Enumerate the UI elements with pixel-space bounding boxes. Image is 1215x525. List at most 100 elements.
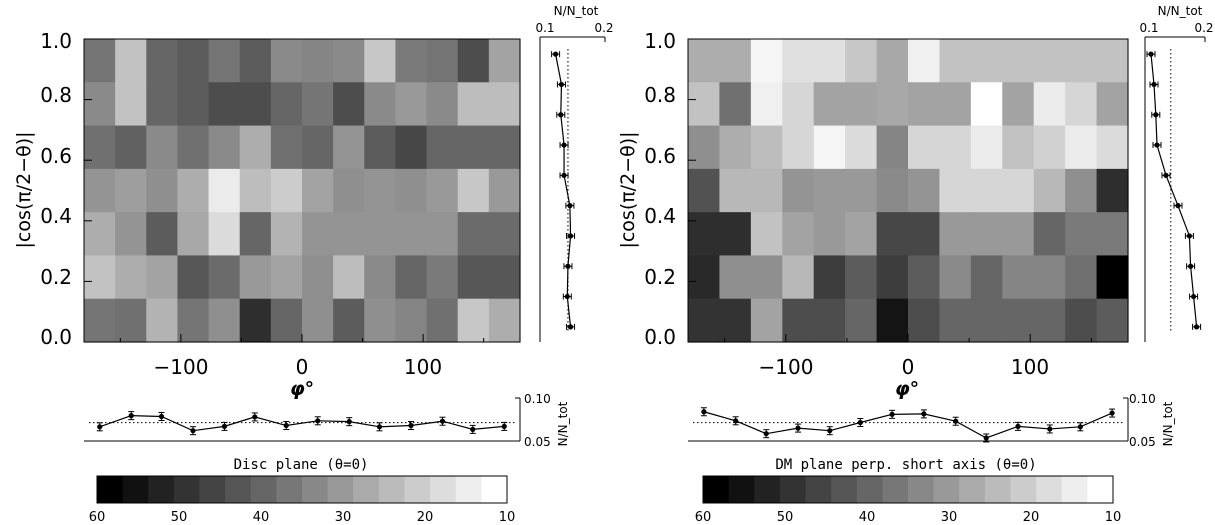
heatmap-cell bbox=[177, 298, 210, 343]
bottom-panel-point bbox=[346, 419, 352, 425]
heatmap-cell bbox=[1065, 255, 1098, 300]
heatmap-cell bbox=[270, 298, 303, 343]
heatmap-cell bbox=[488, 39, 521, 83]
heatmap-cell bbox=[302, 39, 334, 83]
heatmap-cell bbox=[270, 255, 303, 300]
right-ytick-label: 0.0 bbox=[644, 325, 676, 349]
heatmap-cell bbox=[970, 125, 1003, 170]
heatmap-cell bbox=[115, 255, 147, 300]
heatmap-cell bbox=[115, 39, 147, 83]
heatmap-cell bbox=[115, 212, 147, 257]
colorbar-swatch bbox=[933, 476, 960, 503]
heatmap-cell bbox=[208, 82, 241, 127]
right-colorbar-tick: 10 bbox=[1105, 510, 1122, 525]
right-panel-point bbox=[1175, 203, 1181, 209]
heatmap-cell bbox=[364, 255, 397, 300]
heatmap-cell bbox=[1033, 168, 1066, 213]
right-colorbar-frame bbox=[702, 475, 1114, 504]
colorbar-swatch bbox=[1061, 476, 1088, 503]
heatmap-cell bbox=[845, 125, 878, 170]
heatmap-cell bbox=[970, 298, 1003, 343]
heatmap-cell bbox=[782, 255, 815, 300]
heatmap-cell bbox=[876, 298, 909, 343]
heatmap-cell bbox=[750, 298, 783, 343]
heatmap-cell bbox=[426, 298, 459, 343]
heatmap-cell bbox=[908, 125, 941, 170]
left-bottom-panel-ytick: 0.10 bbox=[524, 392, 551, 406]
right-colorbar-tick: 30 bbox=[941, 510, 958, 525]
heatmap-cell bbox=[876, 82, 909, 127]
left-right-panel bbox=[539, 36, 606, 342]
heatmap-cell bbox=[1002, 168, 1035, 213]
heatmap-cell bbox=[908, 82, 941, 127]
heatmap-cell bbox=[177, 255, 210, 300]
heatmap-cell bbox=[426, 168, 459, 213]
right-panel-point bbox=[1153, 112, 1159, 118]
right-heatmap-ticks bbox=[688, 38, 1092, 343]
heatmap-cell bbox=[395, 212, 428, 257]
heatmap-cell bbox=[750, 82, 783, 127]
heatmap-cell bbox=[1065, 168, 1098, 213]
colorbar-swatch bbox=[173, 476, 201, 503]
heatmap-cell bbox=[488, 168, 521, 213]
heatmap-cell bbox=[1033, 39, 1066, 83]
left-xtick-label: 100 bbox=[404, 355, 442, 379]
right-ytick-label: 1.0 bbox=[644, 29, 676, 53]
left-heatmap bbox=[84, 39, 521, 343]
bottom-panel-point bbox=[1109, 410, 1115, 416]
colorbar-swatch bbox=[378, 476, 406, 503]
colorbar-swatch bbox=[1010, 476, 1037, 503]
heatmap-cell bbox=[457, 255, 490, 300]
heatmap-cell bbox=[364, 39, 397, 83]
bottom-panel-line bbox=[99, 415, 505, 432]
heatmap-cell bbox=[426, 39, 459, 83]
heatmap-cell bbox=[845, 82, 878, 127]
heatmap-cell bbox=[1033, 298, 1066, 343]
colorbar-swatch bbox=[353, 476, 380, 503]
left-colorbar-tick: 30 bbox=[335, 510, 352, 525]
heatmap-cell bbox=[395, 168, 428, 213]
heatmap-cell bbox=[876, 39, 909, 83]
heatmap-cell bbox=[177, 82, 210, 127]
right-bottom-panel bbox=[688, 397, 1129, 443]
heatmap-cell bbox=[364, 82, 397, 127]
bottom-panel-point bbox=[1077, 424, 1083, 430]
heatmap-cell bbox=[146, 255, 179, 300]
heatmap-cell bbox=[115, 298, 147, 343]
bottom-panel-point bbox=[408, 422, 414, 429]
heatmap-cell bbox=[750, 212, 783, 257]
heatmap-cell bbox=[970, 168, 1003, 213]
heatmap-cell bbox=[750, 168, 783, 213]
right-ytick-label: 0.4 bbox=[644, 204, 676, 228]
colorbar-swatch bbox=[779, 476, 807, 503]
heatmap-cell bbox=[457, 168, 490, 213]
heatmap-cell bbox=[426, 125, 459, 170]
left-ytick-label: 1.0 bbox=[40, 29, 72, 53]
heatmap-cell bbox=[84, 168, 116, 213]
heatmap-cell bbox=[1096, 255, 1129, 300]
heatmap-cell bbox=[688, 298, 721, 343]
bottom-panel-point bbox=[763, 431, 769, 437]
right-xtick-label: 0 bbox=[902, 355, 915, 379]
right-bottom-panel-ytick: 0.10 bbox=[1129, 392, 1156, 406]
heatmap-cell bbox=[939, 255, 972, 300]
bottom-panel-point bbox=[252, 414, 258, 420]
bottom-panel-point bbox=[983, 435, 989, 441]
heatmap-cell bbox=[177, 39, 210, 83]
left-colorbar-frame bbox=[96, 475, 508, 504]
heatmap-cell bbox=[333, 298, 365, 343]
heatmap-cell bbox=[457, 82, 490, 127]
heatmap-cell bbox=[908, 39, 941, 83]
heatmap-cell bbox=[939, 212, 972, 257]
heatmap-cell bbox=[239, 39, 272, 83]
heatmap-cell bbox=[876, 255, 909, 300]
left-title: Disc plane (θ=0) bbox=[234, 457, 369, 473]
right-right-panel-xtick: 0.2 bbox=[1194, 21, 1213, 35]
right-colorbar-tick: 40 bbox=[859, 510, 876, 525]
heatmap-cell bbox=[395, 39, 428, 83]
bottom-panel-point bbox=[795, 425, 801, 431]
right-panel-point bbox=[565, 263, 571, 269]
heatmap-cell bbox=[208, 255, 241, 300]
heatmap-cell bbox=[208, 39, 241, 83]
heatmap-cell bbox=[1096, 168, 1129, 213]
